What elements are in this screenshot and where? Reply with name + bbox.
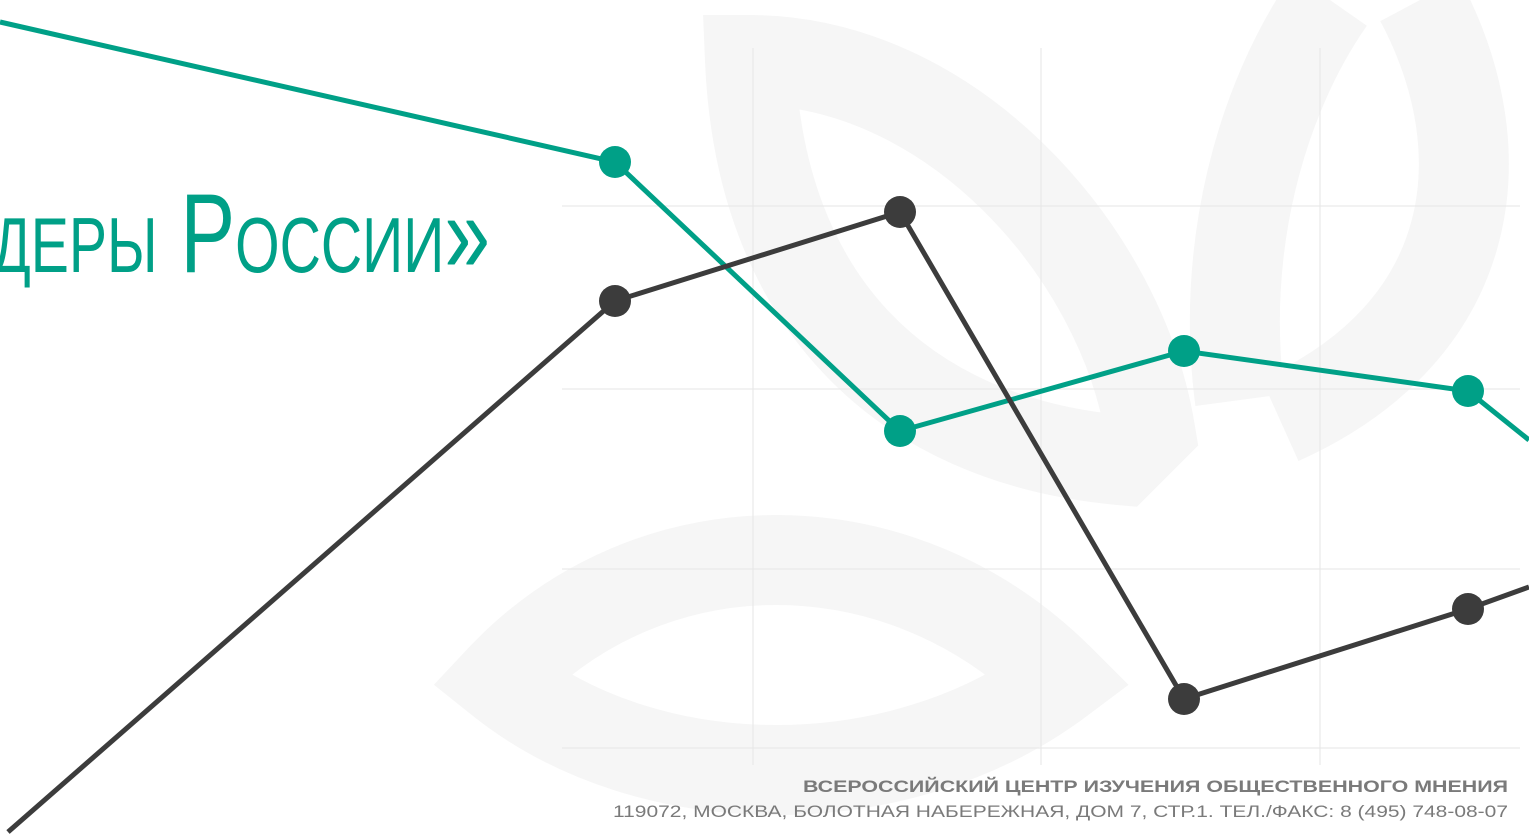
dot: [1452, 593, 1484, 625]
address: 119072, МОСКВА, БОЛОТНАЯ НАБЕРЕЖНАЯ, ДОМ…: [613, 802, 1508, 821]
dot: [884, 196, 916, 228]
dot: [1452, 375, 1484, 407]
watermark-arc: [1260, 0, 1509, 462]
watermark-leaf: [703, 14, 1199, 507]
watermark: [433, 0, 1509, 815]
dot: [599, 146, 631, 178]
watermark-arc: [1189, 0, 1368, 406]
slide-title: деры России»: [0, 171, 490, 296]
watermark-eye: [433, 515, 1129, 815]
decor-line-dark: [6, 196, 1529, 834]
dot: [1168, 335, 1200, 367]
dot: [1168, 683, 1200, 715]
organization: ВСЕРОССИЙСКИЙ ЦЕНТР ИЗУЧЕНИЯ ОБЩЕСТВЕННО…: [803, 777, 1508, 796]
dot: [599, 285, 631, 317]
decor-line-teal: [0, 19, 1529, 447]
dot: [884, 415, 916, 447]
